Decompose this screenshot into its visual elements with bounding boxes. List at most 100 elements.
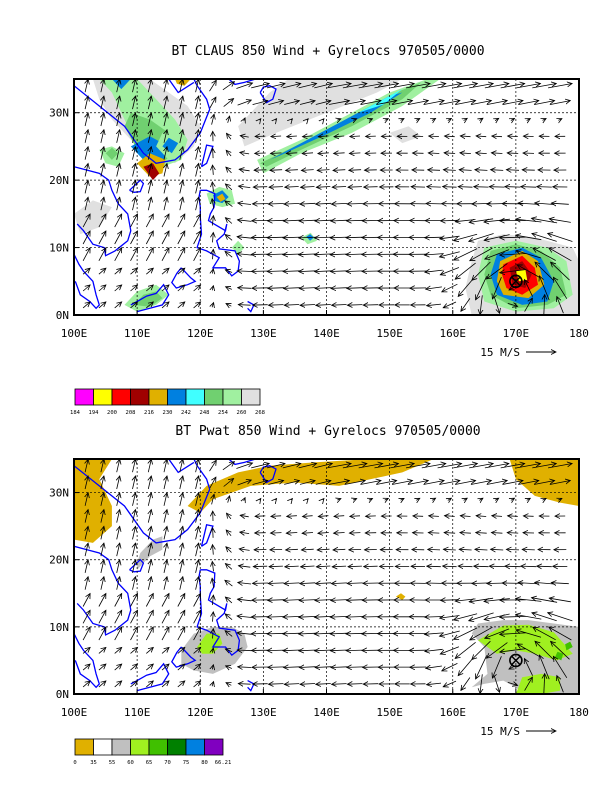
wind-vector [196,560,199,573]
wind-vector [334,153,345,154]
wind-vector [307,119,308,120]
wind-vector [98,664,106,671]
wind-vector [500,648,526,652]
wind-vector [212,303,214,308]
wind-vector [177,647,185,654]
wind-vector [193,681,201,688]
wind-vector [82,594,90,607]
wind-vector [516,84,541,89]
wind-vector [425,633,444,634]
wind-vector [237,100,252,106]
wind-vector [315,271,333,272]
colorbar-label: 254 [218,410,229,416]
wind-vector [314,254,333,255]
wind-vector [209,477,216,489]
wind-vector [331,220,348,221]
colorbar-label: 75 [183,760,190,766]
wind-vector [500,269,526,273]
wind-vector [521,566,537,567]
wind-vector [330,650,348,651]
wind-vector [300,203,316,204]
wind-vector [226,167,232,174]
x-tick-label: 130E [250,706,277,719]
wind-vector [225,614,233,621]
top-x-ticks: 100E 110E 120E 130E 140E 150E 160E 170E 180 [61,310,589,340]
bottom-gyre-marker [509,653,523,668]
wind-vector [307,499,308,500]
wind-vector [193,627,201,641]
wind-vector [421,464,446,469]
wind-vector [164,526,167,540]
wind-vector [511,118,515,120]
wind-vector [213,165,214,175]
wind-vector [330,237,349,238]
wind-vector [349,549,362,550]
wind-vector [161,285,169,292]
wind-vector [284,305,300,306]
wind-vector [82,681,90,688]
gyre-cross [511,655,521,666]
wind-vector [298,464,317,469]
wind-vector [252,101,268,105]
wind-vector [475,549,488,550]
wind-vector [353,499,357,500]
colorbar-swatch [222,388,242,406]
wind-vector [407,101,429,105]
wind-vector [480,295,482,314]
wind-vector [239,169,250,171]
wind-vector [331,583,347,584]
wind-vector [425,254,444,255]
wind-vector [360,101,381,105]
wind-vector [114,594,122,607]
colorbar-label: 65 [146,760,153,766]
wind-vector [453,84,477,89]
wind-vector [507,682,518,685]
wind-vector [517,644,540,658]
wind-vector [472,640,491,659]
wind-vector [455,101,476,105]
colorbar-label: 66.21 [215,760,232,766]
wind-vector [237,633,252,635]
wind-vector [532,598,558,603]
wind-vector [238,305,251,306]
wind-vector [454,248,478,260]
wind-vector [333,170,346,171]
top-title: BT CLAUS 850 Wind + Gyrelocs 970505/0000 [171,44,484,59]
wind-vector [117,459,120,473]
wind-vector [283,600,301,601]
wind-vector [428,549,441,550]
wind-vector [101,147,104,160]
wind-vector [82,664,90,671]
wind-vector [549,219,571,223]
wind-vector [544,295,545,315]
wind-vector [237,237,252,239]
colorbar-swatch [93,738,113,756]
wind-vector [268,583,284,584]
wind-vector [299,101,315,105]
wind-vector [244,118,245,121]
colorbar-label: 248 [200,410,210,416]
wind-vector [226,304,231,307]
wind-vector [548,613,573,622]
x-tick-label: 150E [376,706,403,719]
wind-vector [469,233,494,242]
wind-vector [298,84,317,89]
wind-vector [484,613,510,620]
wind-vector [114,214,122,228]
wind-vector [223,99,234,107]
wind-vector [267,237,285,238]
wind-vector [302,533,314,534]
wind-vector [225,184,233,191]
wind-vector [101,459,104,473]
shade-region [216,193,226,202]
wind-vector [164,147,167,160]
wind-vector [180,180,183,194]
wind-vector [209,80,217,92]
wind-vector [426,287,442,289]
wind-vector [240,532,250,534]
wind-vector [266,84,285,89]
wind-vector [492,516,503,517]
wind-vector [133,526,136,540]
wind-vector [533,248,556,261]
wind-vector [237,650,252,651]
